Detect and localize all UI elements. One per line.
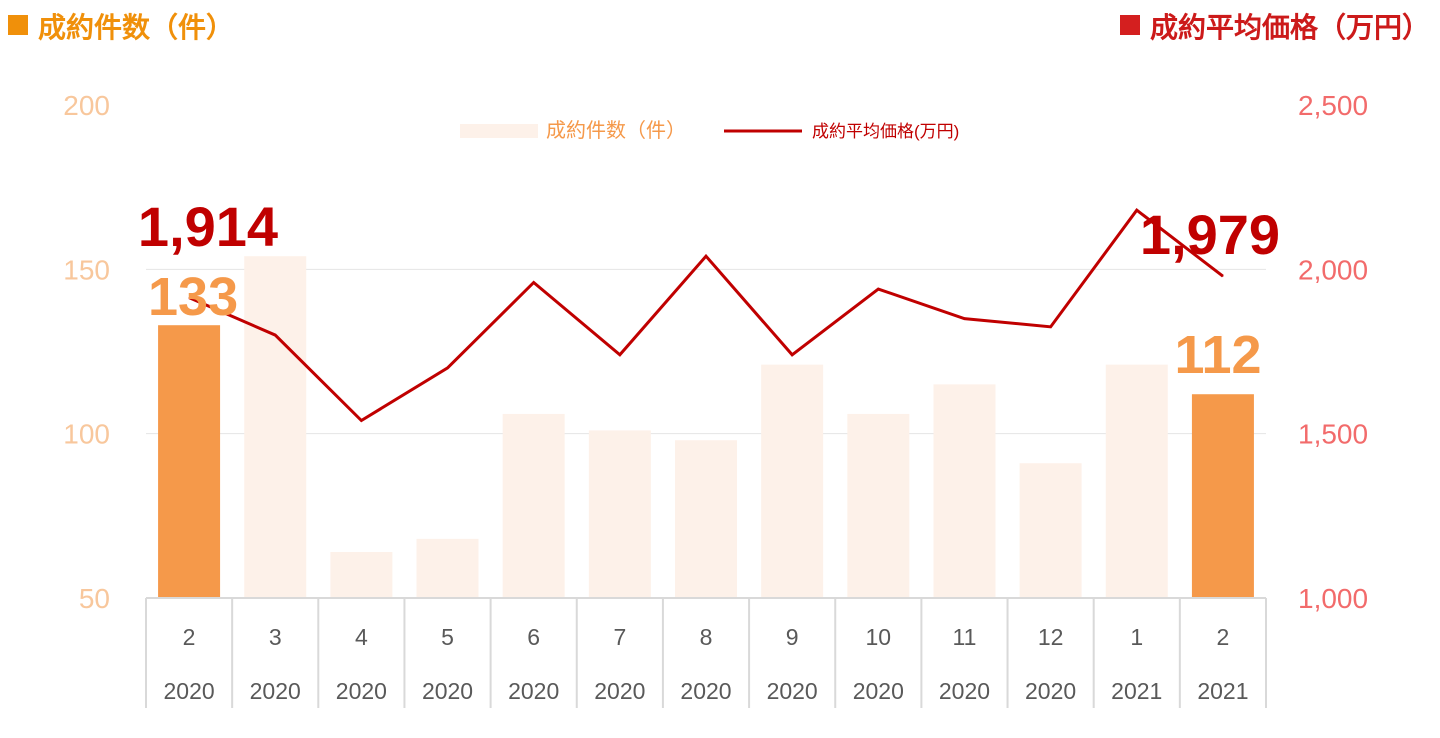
year-label: 2020	[508, 678, 559, 704]
year-label: 2020	[594, 678, 645, 704]
bar	[1191, 394, 1254, 598]
line-point	[188, 297, 190, 299]
year-label: 2020	[336, 678, 387, 704]
month-label: 8	[700, 624, 713, 650]
legend-bar-swatch	[460, 124, 538, 138]
month-label: 10	[866, 624, 892, 650]
line-point	[963, 318, 965, 320]
month-label: 6	[527, 624, 540, 650]
right-tick-label: 1,500	[1298, 419, 1368, 450]
bar	[330, 551, 393, 598]
left-tick-label: 100	[63, 419, 110, 450]
bar	[933, 384, 996, 598]
bar-data-label: 112	[1174, 325, 1261, 385]
data-labels: 133 112 1,914 1,979	[138, 195, 1280, 385]
year-label: 2020	[163, 678, 214, 704]
month-label: 2	[1217, 624, 1230, 650]
left-tick-label: 200	[63, 90, 110, 121]
year-label: 2020	[939, 678, 990, 704]
price-line	[188, 208, 1224, 423]
right-header-label: 成約平均価格（万円）	[1149, 11, 1430, 44]
right-header-square-icon	[1119, 15, 1140, 35]
bar	[244, 256, 307, 598]
month-label: 3	[269, 624, 282, 650]
year-label: 2020	[767, 678, 818, 704]
legend: 成約件数（件） 成約平均価格(万円)	[460, 119, 959, 142]
bar	[847, 413, 910, 598]
line-point	[274, 334, 276, 336]
line-point	[705, 255, 707, 257]
year-label: 2021	[1197, 678, 1248, 704]
legend-line-label: 成約平均価格(万円)	[812, 122, 959, 141]
right-tick-label: 2,500	[1298, 90, 1368, 121]
line-data-label: 1,914	[138, 195, 278, 258]
line-point	[533, 281, 535, 283]
right-axis-header: 成約平均価格（万円）	[1119, 6, 1430, 46]
line-point	[1222, 275, 1224, 277]
bar	[675, 440, 737, 598]
year-label: 2020	[250, 678, 301, 704]
month-label: 7	[613, 624, 626, 650]
right-tick-label: 1,000	[1298, 583, 1368, 614]
month-label: 5	[441, 624, 454, 650]
bar	[761, 364, 824, 598]
line-point	[619, 354, 621, 356]
line-point	[447, 367, 449, 369]
month-label: 9	[786, 624, 799, 650]
left-axis-header: 成約件数（件）	[8, 6, 234, 46]
month-label: 1	[1130, 624, 1143, 650]
month-label: 12	[1038, 624, 1064, 650]
bar	[502, 413, 565, 598]
bar	[416, 538, 479, 598]
right-tick-label: 2,000	[1298, 254, 1368, 285]
legend-bar-label: 成約件数（件）	[546, 119, 686, 142]
month-label: 2	[183, 624, 196, 650]
line-series	[188, 208, 1224, 423]
year-label: 2020	[1025, 678, 1076, 704]
bar	[1019, 463, 1082, 598]
year-label: 2020	[853, 678, 904, 704]
bar	[158, 325, 221, 598]
left-tick-label: 50	[79, 583, 110, 614]
left-header-square-icon	[8, 15, 28, 35]
line-point	[1050, 326, 1052, 328]
bar	[1105, 364, 1168, 598]
line-point	[791, 354, 793, 356]
year-label: 2020	[680, 678, 731, 704]
bar	[588, 430, 651, 598]
bar-series	[158, 256, 1254, 598]
axes: 50 1,000 100 1,500 150 2,000 200 2,500 2 2020 3 202…	[63, 90, 1368, 708]
line-point	[877, 288, 879, 290]
line-data-label: 1,979	[1140, 203, 1280, 266]
line-point	[360, 420, 362, 422]
month-label: 4	[355, 624, 368, 650]
line-point	[1136, 209, 1138, 211]
left-tick-label: 150	[63, 254, 110, 285]
left-header-label: 成約件数（件）	[38, 11, 235, 44]
bar-data-label: 133	[148, 267, 238, 327]
year-label: 2020	[422, 678, 473, 704]
month-label: 11	[953, 624, 977, 650]
grid-lines	[146, 268, 1266, 435]
year-label: 2021	[1111, 678, 1162, 704]
